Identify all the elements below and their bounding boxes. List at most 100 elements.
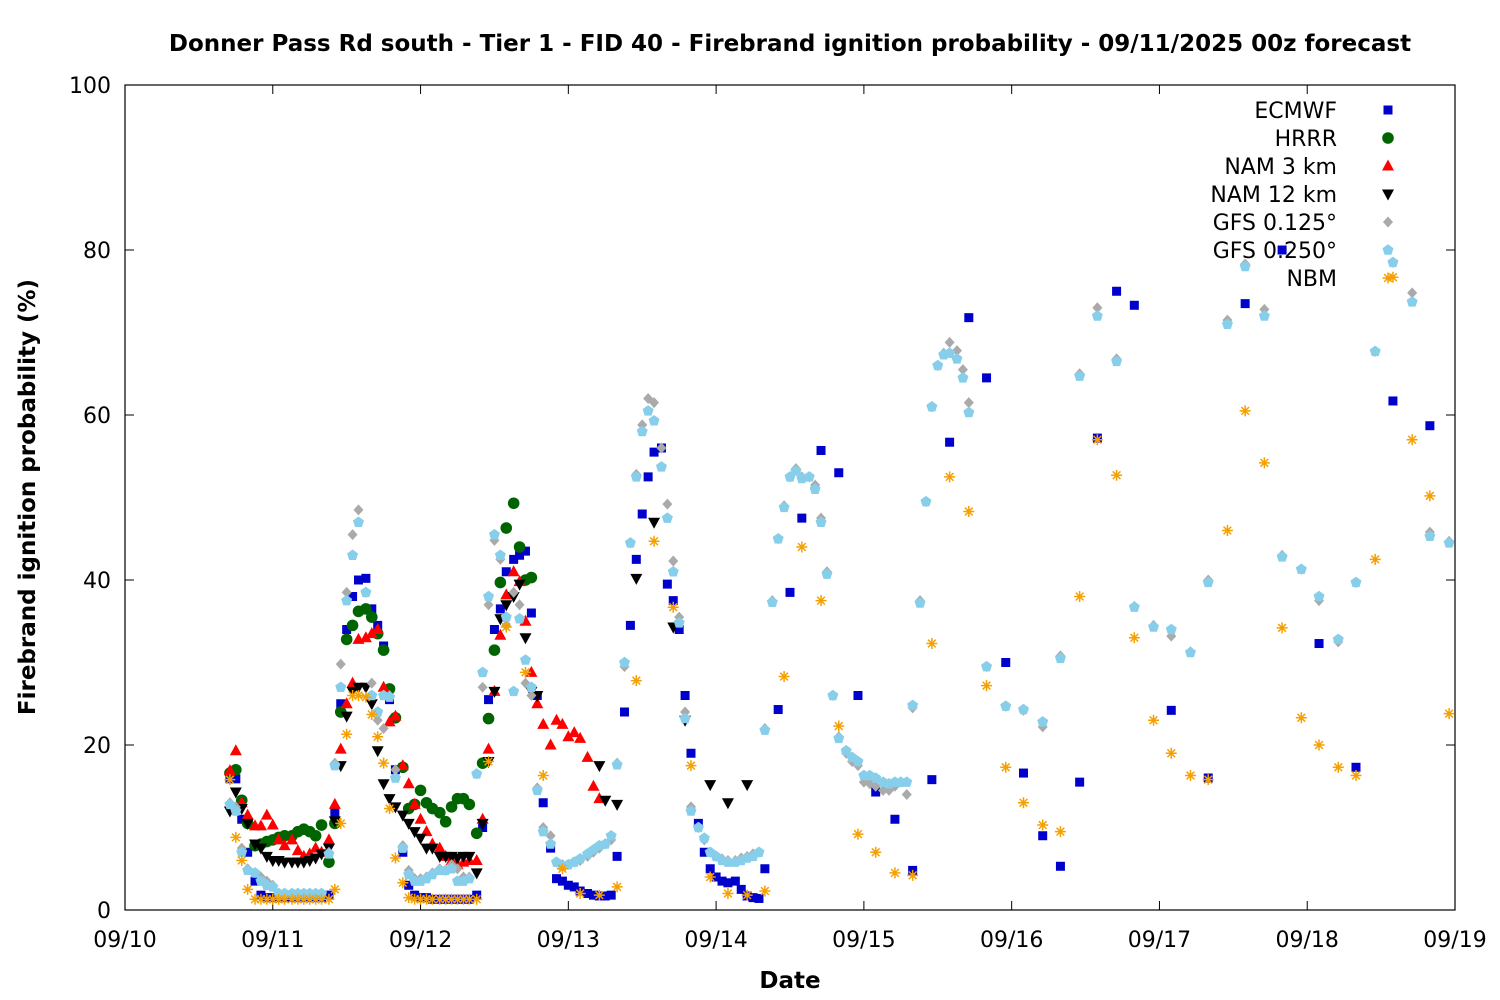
data-point [759,724,771,735]
data-point [612,851,622,861]
data-point [797,513,807,523]
data-point [230,831,242,843]
legend-marker-nam-3-km [1382,159,1394,171]
data-point [1332,633,1344,645]
data-point [415,893,427,905]
x-tick-label: 09/19 [1423,928,1486,953]
data-point [907,699,919,711]
data-point [488,644,501,656]
data-point [352,516,365,527]
data-point [329,883,341,895]
data-point [736,884,746,894]
data-point [723,878,733,888]
data-point [489,625,499,634]
data-point [649,447,659,457]
data-point [315,819,328,831]
data-point [957,372,969,383]
data-point [342,625,352,634]
data-point [926,638,938,650]
legend-label-nbm: NBM [1286,267,1337,292]
data-point [494,549,506,560]
data-point [513,541,526,553]
data-point [366,677,377,689]
data-point [494,628,507,640]
data-point [599,795,612,807]
data-point [951,353,963,364]
data-point [242,883,254,895]
series-nbm [224,271,1455,905]
data-point [457,893,469,905]
data-point [335,817,347,829]
data-point [396,810,409,822]
data-point [365,611,378,623]
data-point [336,699,346,709]
data-point [514,612,526,624]
data-point [606,890,616,900]
x-tick-label: 09/18 [1276,928,1339,953]
y-axis-label: Firebrand ignition probability (%) [15,279,41,715]
data-point [249,893,261,905]
data-point [304,893,316,905]
data-point [642,405,654,416]
data-point [981,660,993,672]
x-axis: 09/10 09/11 09/12 09/13 09/14 09/15 09/16 09/17… [93,85,1487,953]
legend-label-gfs-0-250: GFS 0.250° [1213,239,1337,264]
data-point [414,812,427,824]
data-point [329,759,341,771]
data-point [1184,646,1196,658]
data-point [260,851,273,863]
data-point [964,313,974,323]
data-point [890,814,900,824]
data-point [328,797,341,809]
data-point [618,656,631,668]
data-point [260,808,273,820]
data-point [526,608,536,618]
data-point [556,717,569,729]
data-point [1387,256,1399,268]
data-point [434,893,446,905]
data-point [377,680,390,692]
data-point [1112,286,1122,296]
data-point [483,590,495,602]
data-point [631,554,641,564]
data-point [396,759,409,771]
data-point [785,587,795,597]
data-point [605,829,617,841]
data-point [587,779,600,791]
data-point [766,596,778,607]
data-point [1351,762,1361,772]
data-point [552,874,562,884]
data-point [636,425,648,437]
data-point [537,717,550,729]
data-point [378,723,389,734]
data-point [545,830,556,842]
data-point [945,437,955,447]
series-layer [223,245,1455,905]
data-point [1054,652,1066,664]
data-point [537,825,549,837]
data-point [255,893,267,905]
chart-title: Donner Pass Rd south - Tier 1 - FID 40 -… [169,31,1411,57]
data-point [488,528,500,540]
data-point [1240,299,1250,309]
data-point [249,867,261,878]
data-point [778,671,790,683]
data-point [667,601,679,613]
data-point [538,798,548,808]
data-point [500,522,513,534]
data-point [328,816,341,828]
data-point [525,571,538,584]
data-point [870,846,882,858]
data-point [1388,396,1398,406]
series-nam-12-km [223,517,754,880]
data-point [531,697,544,709]
data-point [254,843,267,855]
data-point [508,586,519,598]
data-point [957,364,968,376]
data-point [322,833,335,845]
data-point [470,854,483,865]
data-point [827,689,839,701]
data-point [588,890,598,900]
data-point [1129,300,1139,310]
data-point [1258,310,1270,321]
